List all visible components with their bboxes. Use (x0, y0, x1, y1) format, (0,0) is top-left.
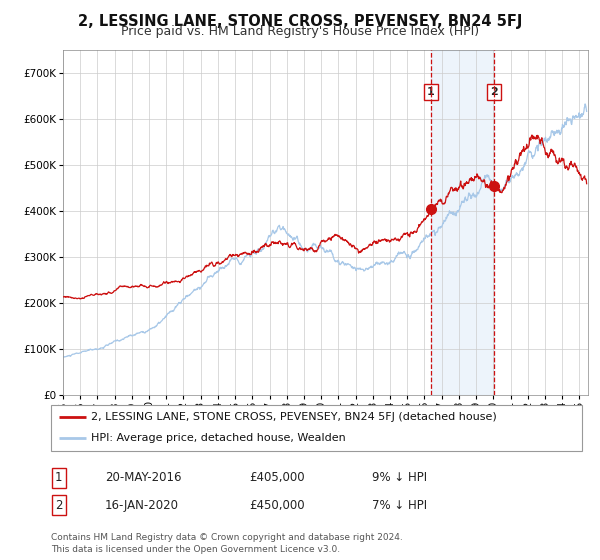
Bar (431, 50, 494, 395)
Text: HPI: Average price, detached house, Wealden: HPI: Average price, detached house, Weal… (91, 433, 346, 444)
Text: 2: 2 (490, 87, 498, 97)
Text: 1: 1 (427, 87, 435, 97)
Text: Price paid vs. HM Land Registry's House Price Index (HPI): Price paid vs. HM Land Registry's House … (121, 25, 479, 38)
Text: £450,000: £450,000 (249, 498, 305, 512)
Text: Contains HM Land Registry data © Crown copyright and database right 2024.
This d: Contains HM Land Registry data © Crown c… (51, 533, 403, 554)
Text: 1: 1 (55, 471, 62, 484)
Text: 2, LESSING LANE, STONE CROSS, PEVENSEY, BN24 5FJ (detached house): 2, LESSING LANE, STONE CROSS, PEVENSEY, … (91, 412, 497, 422)
Text: 20-MAY-2016: 20-MAY-2016 (105, 471, 182, 484)
Text: 9% ↓ HPI: 9% ↓ HPI (372, 471, 427, 484)
Text: 2: 2 (55, 498, 62, 512)
Text: 2, LESSING LANE, STONE CROSS, PEVENSEY, BN24 5FJ: 2, LESSING LANE, STONE CROSS, PEVENSEY, … (78, 14, 522, 29)
Text: 16-JAN-2020: 16-JAN-2020 (105, 498, 179, 512)
Text: 7% ↓ HPI: 7% ↓ HPI (372, 498, 427, 512)
Text: £405,000: £405,000 (249, 471, 305, 484)
FancyBboxPatch shape (51, 405, 582, 451)
